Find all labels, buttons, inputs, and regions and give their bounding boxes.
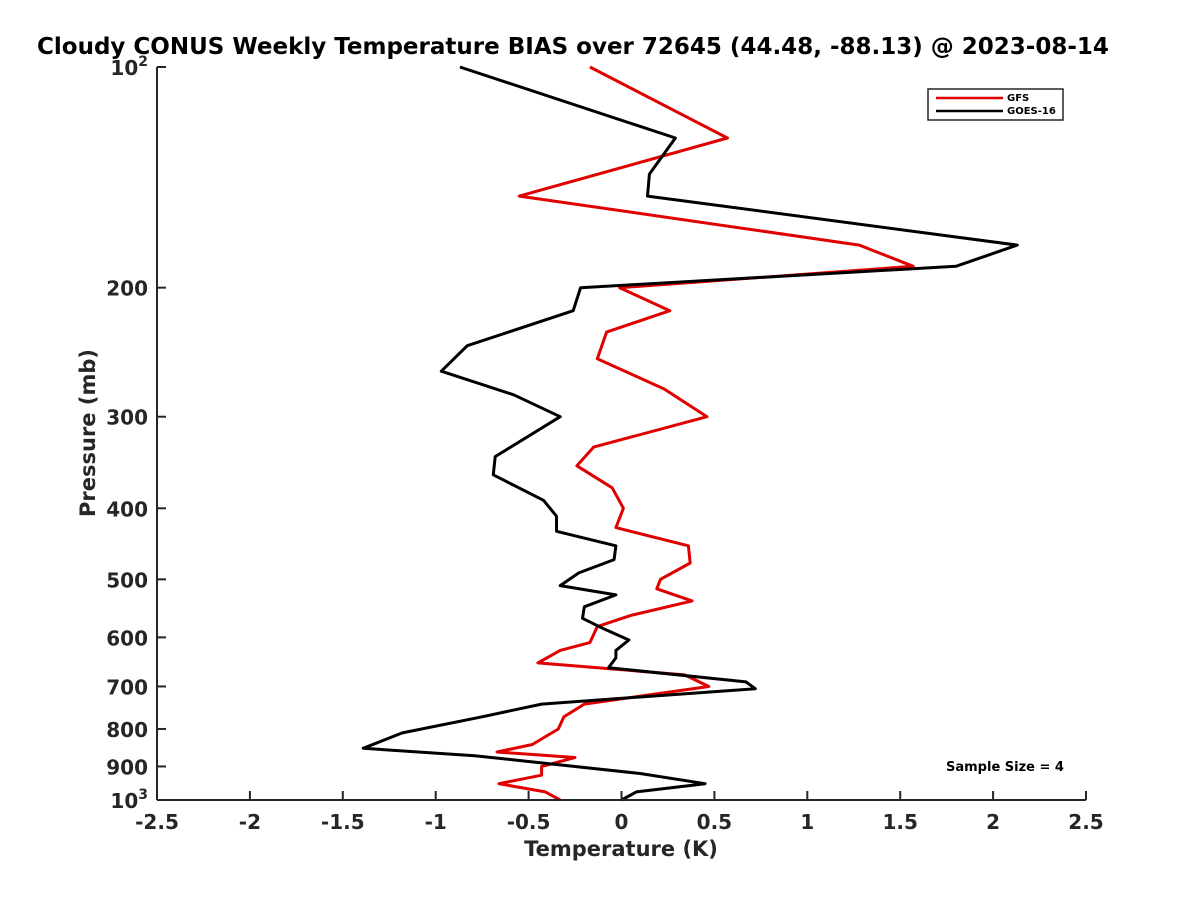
y-axis-label: Pressure (mb) [76, 349, 100, 517]
x-tick-label: -1.5 [321, 810, 365, 834]
y-tick-label: 500 [106, 568, 148, 592]
x-tick-label: -1 [425, 810, 447, 834]
legend-box [927, 88, 1064, 121]
x-tick-label: 2 [986, 810, 1000, 834]
y-tick-label: 600 [106, 626, 148, 650]
series-layer [361, 65, 1019, 802]
legend-label-goes16: GOES-16 [1007, 106, 1056, 117]
legend: GFS GOES-16 [927, 88, 1064, 121]
x-tick-label: 2.5 [1068, 810, 1103, 834]
chart-title: Cloudy CONUS Weekly Temperature BIAS ove… [37, 34, 1109, 60]
x-tick-label: -0.5 [507, 810, 551, 834]
legend-label-gfs: GFS [1007, 93, 1029, 104]
x-tick-label: 1 [800, 810, 814, 834]
series-line-gfs [495, 65, 915, 802]
x-tick-label: -2 [239, 810, 261, 834]
y-tick-label: 700 [106, 675, 148, 699]
x-tick-label: 0 [615, 810, 629, 834]
y-tick-label: 102 [110, 54, 148, 80]
x-tick-label: -2.5 [135, 810, 179, 834]
x-tick-label: 0.5 [697, 810, 732, 834]
x-ticks: -2.5 -2 -1.5 -1 -0.5 0 0.5 1 1.5 2 2.5 [135, 791, 1104, 834]
axes-layer [156, 67, 1086, 801]
y-tick-label: 300 [106, 406, 148, 430]
y-tick-label: 900 [106, 755, 148, 779]
x-axis-label: Temperature (K) [524, 837, 718, 861]
y-tick-label: 800 [106, 718, 148, 742]
y-tick-label: 400 [106, 497, 148, 521]
y-tick-label: 200 [106, 277, 148, 301]
sample-size-annotation: Sample Size = 4 [946, 760, 1064, 775]
series-line-goes16 [361, 65, 1019, 802]
x-tick-label: 1.5 [882, 810, 917, 834]
